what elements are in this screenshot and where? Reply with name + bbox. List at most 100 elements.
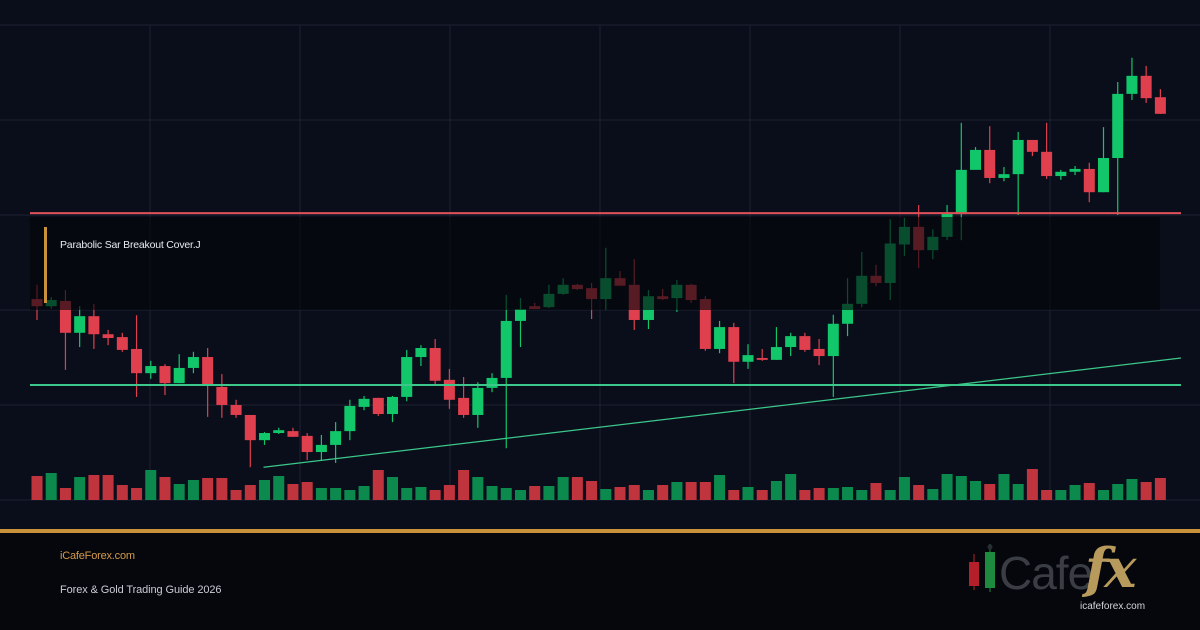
volume-bar	[614, 487, 626, 500]
candle-body	[1012, 139, 1024, 175]
candlestick-logo-icon	[969, 544, 995, 592]
candle-body	[1083, 168, 1095, 193]
volume-bar	[770, 481, 782, 500]
gold-divider	[0, 529, 1200, 533]
candle-body	[1098, 158, 1109, 193]
candle-body	[315, 444, 327, 453]
volume-bar	[856, 490, 868, 500]
candle-body	[1126, 75, 1138, 94]
candle-body	[202, 357, 214, 386]
volume-bar	[913, 485, 925, 500]
candle-body	[259, 433, 271, 441]
volume-bar	[315, 488, 327, 500]
volume-bar	[984, 484, 996, 500]
volume-bar	[827, 488, 839, 500]
volume-bar	[571, 477, 583, 500]
volume-bar	[88, 475, 100, 500]
volume-bar	[742, 487, 754, 500]
volume-bar	[685, 482, 697, 500]
candle-body	[1112, 93, 1124, 158]
candle-body	[756, 357, 768, 360]
candle-body	[401, 357, 413, 397]
volume-bar	[259, 480, 271, 500]
volume-bar	[102, 475, 114, 500]
volume-bar	[344, 490, 356, 500]
volume-bar	[714, 475, 726, 500]
footer	[0, 533, 1200, 630]
volume-bar	[1055, 490, 1067, 500]
volume-bar	[898, 477, 910, 500]
volume-bar	[1012, 484, 1024, 500]
candle-body	[344, 405, 356, 432]
candle-body	[827, 323, 839, 357]
annotation-marker	[44, 227, 47, 303]
candle-body	[173, 367, 185, 384]
candle-body	[74, 316, 86, 333]
volume-bar	[443, 485, 455, 500]
volume-bar	[785, 474, 797, 500]
volume-bar	[756, 490, 768, 500]
volume-bar	[1126, 479, 1138, 500]
volume-bar	[543, 486, 555, 500]
volume-bar	[74, 477, 86, 500]
candle-body	[785, 336, 797, 348]
candle-body	[88, 316, 100, 335]
candle-body	[187, 357, 199, 368]
candle-body	[984, 149, 996, 178]
volume-bar	[31, 476, 43, 500]
volume-bar	[529, 486, 541, 500]
candle-body	[1026, 139, 1038, 152]
candle-body	[842, 303, 854, 324]
volume-bar	[1140, 482, 1152, 500]
candle-body	[429, 348, 441, 381]
candle-body	[799, 336, 811, 350]
volume-bar	[514, 490, 526, 500]
strategy-label: Parabolic Sar Breakout Cover.J	[60, 239, 201, 251]
candle-body	[287, 431, 299, 437]
volume-bar	[330, 488, 342, 500]
volume-bar	[59, 488, 71, 500]
volume-bar	[230, 490, 242, 500]
candle-body	[970, 149, 982, 170]
candle-body	[742, 355, 754, 362]
volume-bar	[600, 489, 612, 500]
volume-bar	[628, 485, 640, 500]
candle-body	[458, 397, 470, 415]
volume-bar	[358, 486, 370, 500]
candle-body	[1140, 75, 1152, 99]
volume-bar	[159, 477, 171, 500]
candle-body	[372, 397, 384, 415]
candle-body	[443, 379, 455, 400]
volume-bar	[131, 488, 143, 500]
volume-bar	[557, 477, 569, 500]
guide-title: Forex & Gold Trading Guide 2026	[60, 584, 222, 596]
volume-bar	[1026, 469, 1038, 500]
volume-bar	[429, 490, 441, 500]
volume-bar	[1098, 490, 1109, 500]
volume-bar	[301, 482, 313, 500]
volume-bar	[586, 481, 598, 500]
trendline	[263, 357, 1182, 468]
volume-bar	[472, 477, 484, 500]
candle-body	[813, 348, 825, 357]
volume-bar	[1069, 485, 1081, 500]
volume-bar	[202, 478, 214, 500]
volume-bar	[842, 487, 854, 500]
site-link[interactable]: iCafeForex.com	[60, 550, 135, 562]
candle-body	[728, 327, 740, 362]
candle-body	[1069, 168, 1081, 172]
volume-bar	[1112, 484, 1124, 500]
volume-bar	[387, 477, 398, 500]
volume-bar	[216, 478, 228, 500]
candle-body	[1055, 171, 1067, 177]
volume-bar	[870, 483, 882, 500]
candle-body	[1154, 97, 1166, 114]
candle-body	[102, 334, 114, 339]
volume-bar	[116, 485, 128, 500]
volume-bar	[287, 484, 299, 500]
candle-body	[714, 327, 726, 349]
volume-bar	[1083, 483, 1095, 500]
volume-bar	[372, 470, 384, 500]
volume-bar	[813, 488, 825, 500]
candle-body	[131, 348, 143, 374]
